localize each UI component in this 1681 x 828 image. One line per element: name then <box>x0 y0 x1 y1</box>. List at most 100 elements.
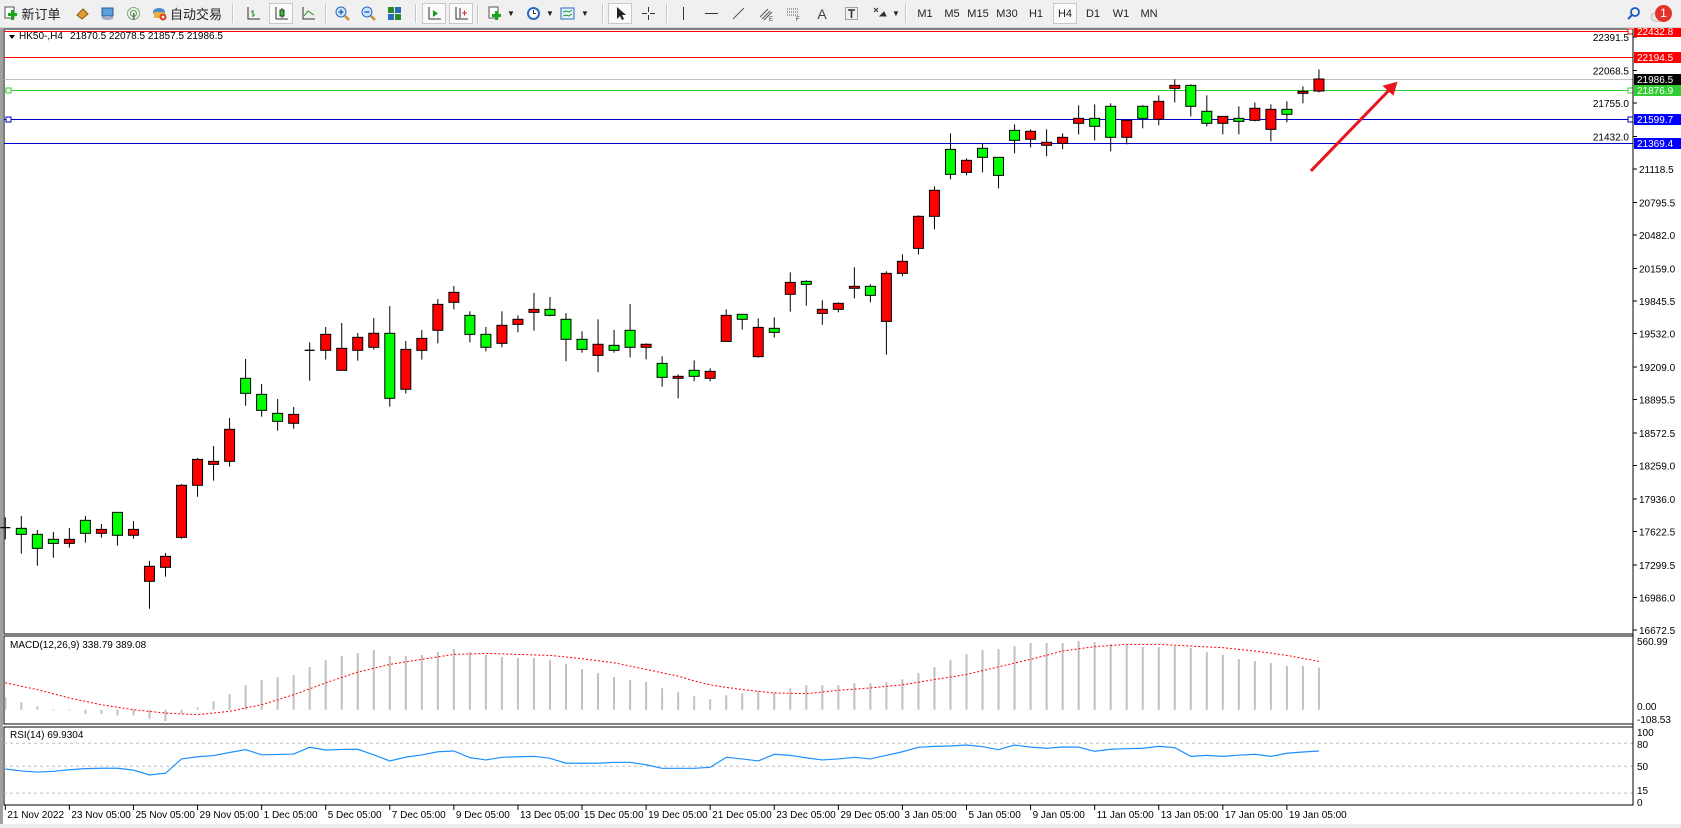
timeframe-h1[interactable]: H1 <box>1028 7 1044 20</box>
time-tick-label: 25 Nov 05:00 <box>135 810 195 821</box>
periods-button[interactable] <box>522 3 544 24</box>
candle <box>127 520 139 539</box>
time-tick-label: 17 Jan 05:00 <box>1225 810 1283 821</box>
macd-tick-label: -108.53 <box>1637 715 1671 726</box>
price-tick-label: 20159.0 <box>1639 264 1676 275</box>
search-button[interactable] <box>1622 3 1644 24</box>
candle <box>416 329 428 360</box>
candle <box>1105 103 1117 152</box>
macd-label: MACD(12,26,9) 338.79 389.08 <box>10 640 147 651</box>
timeframe-w1[interactable]: W1 <box>1112 7 1130 20</box>
candle-body <box>1153 100 1165 120</box>
candle <box>0 517 11 540</box>
timeframe-m30[interactable]: M30 <box>996 7 1018 20</box>
fibo-channel-button[interactable]: E <box>755 3 777 24</box>
price-label-box <box>1634 114 1681 125</box>
candle-body <box>816 308 828 314</box>
chart-menu-triangle-icon[interactable] <box>9 35 15 39</box>
candle <box>576 331 588 353</box>
candle-body <box>368 332 380 348</box>
zoom-out-button[interactable] <box>357 3 379 24</box>
candles <box>0 69 1398 609</box>
timeframe-m5[interactable]: M5 <box>944 7 960 20</box>
candle-body <box>448 291 460 303</box>
candle <box>256 384 268 417</box>
candle-body <box>592 343 604 356</box>
candle-body <box>1057 136 1069 144</box>
candle <box>79 516 91 543</box>
price-label: 21599.7 <box>1637 115 1674 126</box>
templates-dropdown[interactable]: ▼ <box>581 9 589 18</box>
trendline-button[interactable] <box>727 3 749 24</box>
navigator-button[interactable] <box>96 3 118 24</box>
bar-chart-button[interactable] <box>242 3 264 24</box>
horizontal-line-button[interactable] <box>700 3 722 24</box>
vertical-line-button[interactable] <box>672 3 694 24</box>
candle-body <box>15 527 27 535</box>
timeframe-m15[interactable]: M15 <box>967 7 989 20</box>
window-bottom-border <box>0 824 1681 828</box>
notification-button[interactable]: 1 <box>1650 3 1678 24</box>
candle <box>961 158 972 176</box>
candle <box>1041 129 1053 157</box>
candle <box>1217 115 1229 135</box>
text-label-button[interactable] <box>840 3 862 24</box>
candle <box>95 523 107 538</box>
tile-windows-button[interactable] <box>383 3 405 24</box>
cursor-button[interactable] <box>608 3 632 24</box>
candle-body <box>127 528 139 536</box>
candlestick-button[interactable] <box>269 3 293 24</box>
candle-body <box>1265 108 1277 130</box>
candle <box>944 133 956 180</box>
templates-button[interactable] <box>556 3 578 24</box>
market-watch-button[interactable] <box>71 3 93 24</box>
price-tick-label: 21755.0 <box>1593 99 1630 110</box>
text-button[interactable]: A <box>811 3 833 24</box>
zoom-in-button[interactable] <box>331 3 353 24</box>
rsi-tick-label: 100 <box>1637 728 1654 739</box>
timeframe-mn[interactable]: MN <box>1140 7 1158 20</box>
candle-body <box>1249 107 1261 121</box>
arrows-dropdown[interactable]: ▼ <box>892 9 900 18</box>
periods-dropdown[interactable]: ▼ <box>546 9 554 18</box>
candle <box>704 368 716 382</box>
candle-body <box>1201 110 1213 124</box>
fibo-retracement-button[interactable]: F <box>782 3 804 24</box>
timeframe-d1[interactable]: D1 <box>1085 7 1101 20</box>
templates-icon <box>560 7 574 20</box>
cursor-icon <box>616 7 626 20</box>
toolbar-separator <box>477 4 479 23</box>
timeframe-h4[interactable]: H4 <box>1053 3 1077 24</box>
candle <box>352 332 364 361</box>
chart-shift-button[interactable] <box>449 3 473 24</box>
price-label-box <box>1634 26 1681 37</box>
candle <box>993 156 1005 189</box>
candle <box>111 511 123 546</box>
crosshair-button[interactable] <box>637 3 659 24</box>
text-icon: A <box>817 5 827 22</box>
timeframe-m1[interactable]: M1 <box>917 7 933 20</box>
auto-trading-button[interactable]: 自动交易 <box>148 3 226 24</box>
candlestick-icon <box>275 7 288 20</box>
indicators-dropdown[interactable]: ▼ <box>507 9 515 18</box>
candle-body <box>176 484 188 538</box>
arrows-button[interactable] <box>868 3 890 24</box>
candle-body <box>79 519 91 534</box>
window-left-border <box>0 28 3 828</box>
macd-signal-line <box>5 643 1320 716</box>
candle-body <box>352 336 364 351</box>
time-tick-label: 23 Nov 05:00 <box>71 810 131 821</box>
candle <box>1137 105 1149 129</box>
candle-body <box>336 347 348 371</box>
indicators-button[interactable] <box>483 3 505 24</box>
signals-button[interactable] <box>122 3 144 24</box>
candle-body <box>688 369 700 377</box>
candle-body <box>832 302 844 310</box>
candle-body <box>672 375 684 379</box>
auto-scroll-button[interactable] <box>422 3 446 24</box>
line-chart-button[interactable] <box>297 3 319 24</box>
candle <box>496 311 508 348</box>
auto-trading-icon <box>152 8 167 21</box>
new-order-button[interactable]: 新订单 <box>3 3 61 24</box>
